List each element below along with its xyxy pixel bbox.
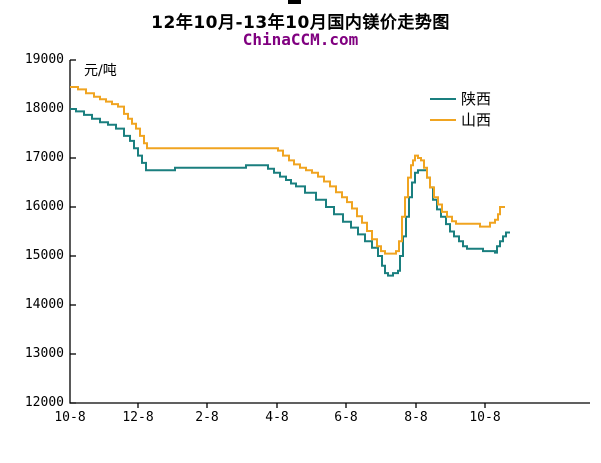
legend-label-shaanxi: 陕西 [461, 90, 492, 108]
y-tick-label: 19000 [24, 52, 64, 67]
x-tick-label: 8-8 [404, 410, 428, 425]
legend-item-shaanxi: 陕西 [430, 88, 491, 109]
shaanxi-line-swatch [430, 97, 456, 100]
x-tick-label: 10-8 [54, 410, 86, 425]
y-tick-label: 13000 [24, 346, 64, 361]
series-line-shanxi [70, 86, 505, 255]
legend-label-shanxi: 山西 [461, 111, 492, 129]
chart-title: 12年10月-13年10月国内镁价走势图 [151, 13, 450, 33]
y-tick-label: 14000 [24, 297, 64, 312]
x-tick-label: 6-8 [334, 410, 358, 425]
x-tick-label: 2-8 [195, 410, 219, 425]
top-crop-artifact [288, 0, 301, 4]
legend: 陕西 山西 [430, 88, 491, 130]
x-tick-label: 12-8 [122, 410, 154, 425]
shanxi-line-swatch [430, 118, 456, 121]
y-tick-label: 18000 [24, 101, 64, 116]
brand-watermark: ChinaCCM.com [242, 30, 359, 49]
y-axis-unit-label: 元/吨 [84, 63, 117, 79]
y-tick-label: 15000 [24, 248, 64, 263]
series-line-shaanxi [70, 108, 510, 277]
axes-lines [69, 60, 590, 404]
x-tick-label: 10-8 [469, 410, 501, 425]
legend-item-shanxi: 山西 [430, 109, 491, 130]
y-tick-label: 17000 [24, 150, 64, 165]
y-tick-label: 12000 [24, 395, 64, 410]
y-tick-label: 16000 [24, 199, 64, 214]
x-tick-label: 4-8 [265, 410, 289, 425]
